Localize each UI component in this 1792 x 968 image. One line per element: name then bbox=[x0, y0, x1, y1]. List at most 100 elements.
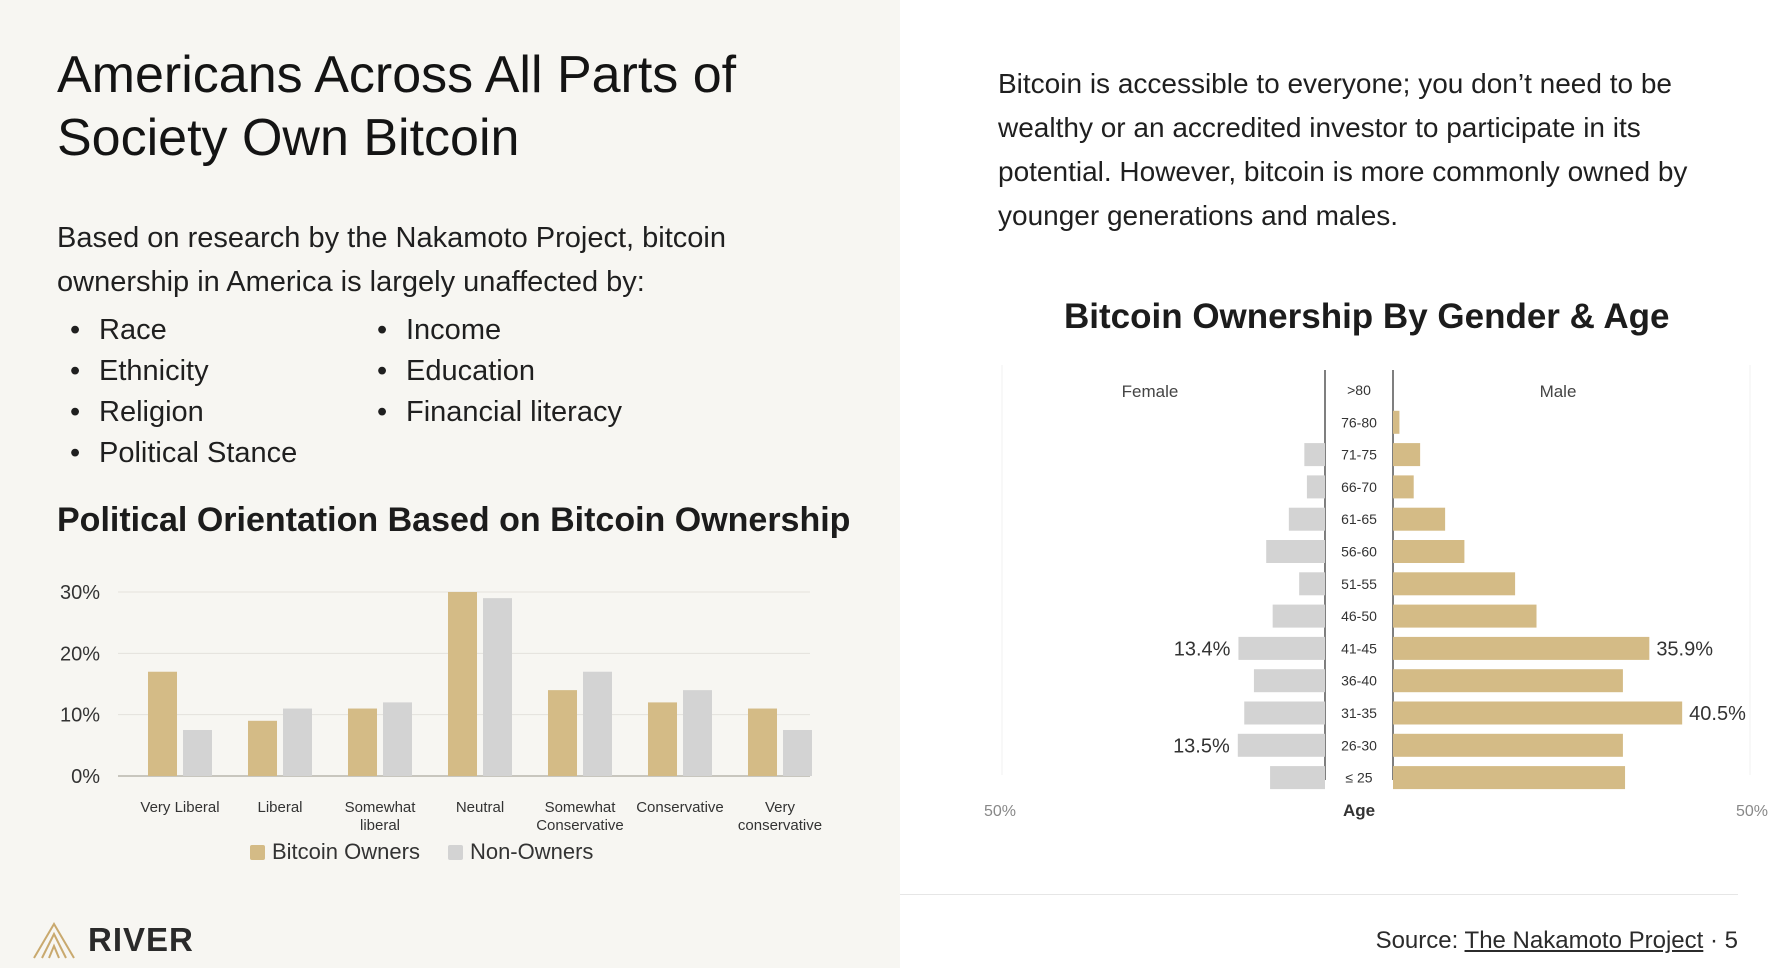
factor-item: Income bbox=[364, 310, 622, 351]
accessibility-text: Bitcoin is accessible to everyone; you d… bbox=[998, 68, 1688, 231]
bar-owners bbox=[248, 720, 277, 776]
factor-item: Education bbox=[364, 351, 622, 392]
y-tick-label: 10% bbox=[60, 705, 100, 727]
bar-female bbox=[1237, 733, 1325, 757]
bar-non-owners bbox=[283, 708, 312, 776]
left-panel bbox=[0, 0, 900, 968]
bar-non-owners bbox=[683, 690, 712, 776]
bar-male bbox=[1393, 733, 1623, 757]
age-label: 46-50 bbox=[1341, 608, 1377, 624]
age-label: >80 bbox=[1347, 382, 1371, 398]
slide-title: Americans Across All Parts of Society Ow… bbox=[57, 46, 737, 167]
y-tick-label: 30% bbox=[60, 582, 100, 604]
bar-female bbox=[1238, 636, 1325, 660]
source-label: Source: bbox=[1375, 927, 1465, 954]
x-axis-left-label: 50% bbox=[984, 803, 1016, 820]
female-header: Female bbox=[1122, 382, 1179, 401]
bar-female bbox=[1270, 766, 1325, 790]
bar-owners bbox=[148, 671, 177, 776]
brand-name: RIVER bbox=[88, 921, 194, 958]
bar-male bbox=[1393, 572, 1516, 596]
x-tick-label: Somewhat liberal bbox=[345, 799, 417, 834]
bar-non-owners bbox=[583, 671, 612, 776]
factor-item: Political Stance bbox=[57, 433, 297, 474]
political-chart-title: Political Orientation Based on Bitcoin O… bbox=[57, 501, 851, 539]
age-label: 61-65 bbox=[1341, 511, 1377, 527]
age-label: 66-70 bbox=[1341, 479, 1377, 495]
age-axis-label: Age bbox=[1343, 801, 1375, 820]
legend-label-owners: Bitcoin Owners bbox=[272, 839, 420, 864]
factor-item: Financial literacy bbox=[364, 392, 622, 433]
factor-item: Race bbox=[57, 310, 297, 351]
bar-male bbox=[1393, 636, 1650, 660]
bar-male bbox=[1393, 475, 1414, 499]
legend-label-non-owners: Non-Owners bbox=[469, 839, 594, 864]
x-axis-right-label: 50% bbox=[1736, 803, 1768, 820]
bar-non-owners bbox=[483, 598, 512, 776]
bar-owners bbox=[748, 708, 777, 776]
bar-female bbox=[1299, 572, 1325, 596]
bar-male bbox=[1393, 604, 1537, 628]
bar-female bbox=[1272, 604, 1325, 628]
factor-list-left: Race Ethnicity Religion Political Stance bbox=[57, 310, 297, 474]
data-label: 13.5% bbox=[1173, 735, 1230, 757]
y-tick-label: 20% bbox=[60, 643, 100, 665]
bar-female bbox=[1244, 701, 1325, 725]
river-mountain-icon bbox=[33, 922, 75, 959]
data-label: 35.9% bbox=[1656, 638, 1713, 660]
data-label: 13.4% bbox=[1174, 638, 1231, 660]
bar-owners bbox=[448, 592, 477, 776]
age-label: 31-35 bbox=[1341, 705, 1377, 721]
legend-swatch-non-owners bbox=[447, 844, 463, 860]
right-panel bbox=[900, 0, 1792, 968]
source-citation: Source: The Nakamoto Project · 5 bbox=[1376, 927, 1738, 955]
age-label: ≤ 25 bbox=[1345, 770, 1372, 786]
x-tick-label: Very conservative bbox=[738, 799, 822, 834]
bar-owners bbox=[648, 702, 677, 776]
bar-male bbox=[1393, 701, 1683, 725]
legend-item-owners: Bitcoin Owners bbox=[250, 839, 420, 865]
river-logo: RIVER bbox=[30, 920, 194, 960]
age-label: 41-45 bbox=[1341, 640, 1377, 656]
age-label: 51-55 bbox=[1341, 576, 1377, 592]
factor-item: Religion bbox=[57, 392, 297, 433]
bar-owners bbox=[348, 708, 377, 776]
factor-item: Ethnicity bbox=[57, 351, 297, 392]
x-tick-label: Liberal bbox=[257, 799, 302, 816]
bar-female bbox=[1253, 669, 1325, 693]
gender-age-pyramid-chart: Female Male >80 76-80 71-75 66-70 61-65 56-60 51… bbox=[984, 365, 1768, 820]
age-label: 71-75 bbox=[1341, 447, 1377, 463]
political-chart-legend: Bitcoin Owners Non-Owners bbox=[250, 839, 593, 865]
source-link[interactable]: The Nakamoto Project bbox=[1464, 927, 1704, 954]
bar-female bbox=[1306, 475, 1325, 499]
bar-male bbox=[1393, 507, 1446, 531]
x-tick-label: Neutral bbox=[456, 799, 504, 816]
x-tick-label: Very Liberal bbox=[140, 799, 219, 816]
bar-male bbox=[1393, 410, 1400, 434]
page-number: · 5 bbox=[1703, 927, 1738, 954]
age-label: 76-80 bbox=[1341, 414, 1377, 430]
intro-text: Based on research by the Nakamoto Projec… bbox=[57, 222, 726, 298]
bar-male bbox=[1393, 443, 1421, 467]
bar-female bbox=[1304, 443, 1325, 467]
bar-male bbox=[1393, 669, 1623, 693]
bar-male bbox=[1393, 766, 1626, 790]
bar-owners bbox=[548, 690, 577, 776]
x-tick-label: Somewhat Conservative bbox=[536, 799, 624, 834]
bar-male bbox=[1393, 540, 1465, 563]
age-label: 36-40 bbox=[1341, 673, 1377, 689]
factor-list-right: Income Education Financial literacy bbox=[364, 310, 622, 433]
age-label: 56-60 bbox=[1341, 544, 1377, 560]
pyramid-chart-title: Bitcoin Ownership By Gender & Age bbox=[1064, 297, 1670, 336]
age-label: 26-30 bbox=[1341, 737, 1377, 753]
footer-divider bbox=[900, 894, 1738, 895]
bar-female bbox=[1266, 540, 1325, 563]
y-tick-label: 0% bbox=[71, 766, 100, 788]
political-orientation-chart: 0% 10% 20% 30% Very Liberal Liberal Somewhat li… bbox=[60, 582, 822, 834]
bar-non-owners bbox=[383, 702, 412, 776]
male-header: Male bbox=[1540, 382, 1577, 401]
bar-non-owners bbox=[783, 730, 812, 776]
bar-non-owners bbox=[183, 730, 212, 776]
x-tick-label: Conservative bbox=[636, 799, 724, 816]
legend-swatch-owners bbox=[250, 844, 265, 860]
